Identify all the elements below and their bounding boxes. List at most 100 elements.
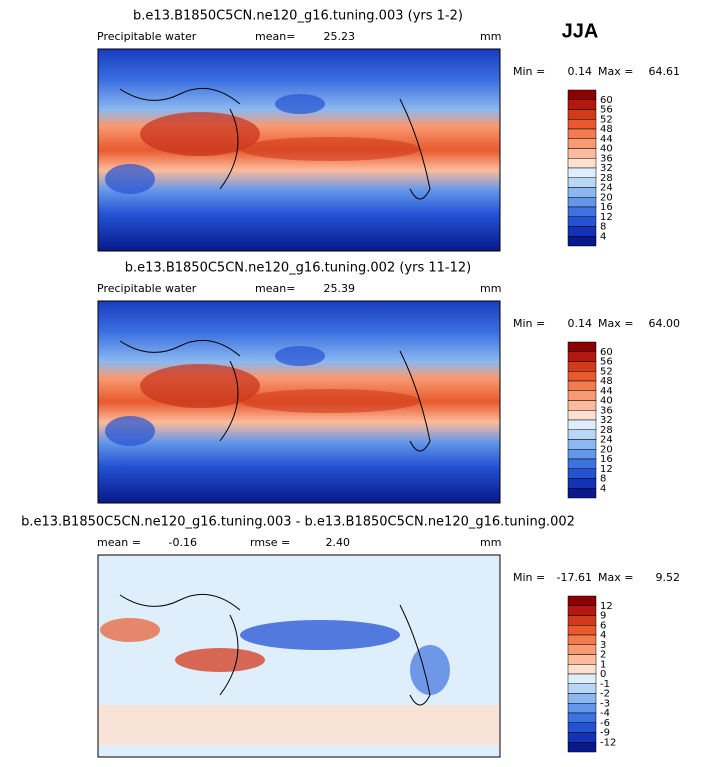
- colorbar-box: [567, 197, 597, 208]
- colorbar-box: [567, 712, 597, 723]
- colorbar-label: 0: [600, 669, 606, 680]
- colorbar-box: [567, 400, 597, 411]
- colorbar-box: [567, 634, 597, 645]
- colorbar-label: 12: [600, 212, 613, 223]
- colorbar-label: 16: [600, 454, 613, 465]
- colorbar-box: [567, 226, 597, 237]
- stat-label: rmse =: [250, 536, 290, 549]
- colorbar-label: 52: [600, 366, 613, 377]
- colorbar-label: 52: [600, 114, 613, 125]
- colorbar-box: [567, 693, 597, 704]
- colorbar-label: 16: [600, 202, 613, 213]
- colorbar-label: 56: [600, 105, 613, 116]
- colorbar-box: [567, 605, 597, 616]
- colorbar-box: [567, 615, 597, 626]
- colorbar-box: [567, 732, 597, 743]
- colorbar-box: [567, 703, 597, 714]
- colorbar-box: [567, 361, 597, 372]
- colorbar-label: 36: [600, 405, 613, 416]
- colorbar-box: [567, 351, 597, 362]
- colorbar-label: -9: [600, 728, 610, 739]
- map-feature: [275, 94, 325, 114]
- panel-title: b.e13.B1850C5CN.ne120_g16.tuning.003 - b…: [21, 515, 575, 530]
- colorbar-label: 28: [600, 425, 613, 436]
- map-feature: [98, 705, 500, 745]
- colorbar-box: [567, 187, 597, 198]
- colorbar-box: [567, 449, 597, 460]
- min-label: Min =: [513, 317, 545, 330]
- colorbar-box: [567, 167, 597, 178]
- colorbar-label: 8: [600, 474, 606, 485]
- units: mm: [480, 536, 501, 549]
- map-feature: [105, 164, 155, 194]
- colorbar-label: 28: [600, 173, 613, 184]
- colorbar-label: 44: [600, 134, 613, 145]
- colorbar-label: 8: [600, 222, 606, 233]
- colorbar-box: [567, 488, 597, 499]
- units: mm: [480, 30, 501, 43]
- panel: b.e13.B1850C5CN.ne120_g16.tuning.003 - b…: [21, 515, 680, 758]
- colorbar-box: [567, 478, 597, 489]
- colorbar-box: [567, 138, 597, 149]
- map-feature: [105, 416, 155, 446]
- colorbar-label: 20: [600, 444, 613, 455]
- colorbar-box: [567, 595, 597, 606]
- colorbar-box: [567, 236, 597, 247]
- colorbar-label: -1: [600, 679, 610, 690]
- colorbar-box: [567, 468, 597, 479]
- colorbar-label: 40: [600, 144, 613, 155]
- stat-label: mean=: [255, 282, 295, 295]
- stat-value: 25.39: [324, 282, 356, 295]
- colorbar-box: [567, 429, 597, 440]
- stat-value: -0.16: [169, 536, 197, 549]
- panel: b.e13.B1850C5CN.ne120_g16.tuning.002 (yr…: [97, 261, 680, 504]
- colorbar-box: [567, 410, 597, 421]
- stat-value: 2.40: [326, 536, 351, 549]
- stat-label: mean=: [255, 30, 295, 43]
- colorbar-label: 60: [600, 347, 613, 358]
- colorbar-box: [567, 128, 597, 139]
- colorbar-box: [567, 722, 597, 733]
- stat-value: 25.23: [324, 30, 356, 43]
- panel-title: b.e13.B1850C5CN.ne120_g16.tuning.003 (yr…: [133, 9, 463, 24]
- colorbar-box: [567, 177, 597, 188]
- colorbar-label: -4: [600, 708, 610, 719]
- colorbar-box: [567, 158, 597, 169]
- colorbar-box: [567, 206, 597, 217]
- colorbar-box: [567, 625, 597, 636]
- colorbar-box: [567, 341, 597, 352]
- colorbar-label: 20: [600, 192, 613, 203]
- colorbar-label: 9: [600, 611, 606, 622]
- variable-label: Precipitable water: [97, 282, 197, 295]
- colorbar-label: 12: [600, 464, 613, 475]
- map-feature: [140, 364, 260, 408]
- colorbar-label: 32: [600, 163, 613, 174]
- panel-title: b.e13.B1850C5CN.ne120_g16.tuning.002 (yr…: [125, 261, 471, 276]
- min-label: Min =: [513, 571, 545, 584]
- colorbar-box: [567, 148, 597, 159]
- colorbar-box: [567, 664, 597, 675]
- colorbar-box: [567, 654, 597, 665]
- colorbar-label: 4: [600, 483, 606, 494]
- colorbar-box: [567, 99, 597, 110]
- colorbar-label: 4: [600, 231, 606, 242]
- map-feature: [175, 648, 265, 672]
- season: JJA: [562, 20, 599, 42]
- colorbar-label: 2: [600, 650, 606, 661]
- colorbar-label: 1: [600, 659, 606, 670]
- map-frame: [97, 300, 501, 504]
- colorbar-label: 3: [600, 640, 606, 651]
- units: mm: [480, 282, 501, 295]
- colorbar-label: 60: [600, 95, 613, 106]
- colorbar-label: 12: [600, 601, 613, 612]
- colorbar-box: [567, 371, 597, 382]
- max-value: 9.52: [656, 571, 681, 584]
- colorbar-box: [567, 216, 597, 227]
- min-value: 0.14: [568, 65, 593, 78]
- colorbar-label: -2: [600, 689, 610, 700]
- colorbar-label: 48: [600, 124, 613, 135]
- map-feature: [275, 346, 325, 366]
- colorbar-label: 4: [600, 630, 606, 641]
- min-value: -17.61: [557, 571, 592, 584]
